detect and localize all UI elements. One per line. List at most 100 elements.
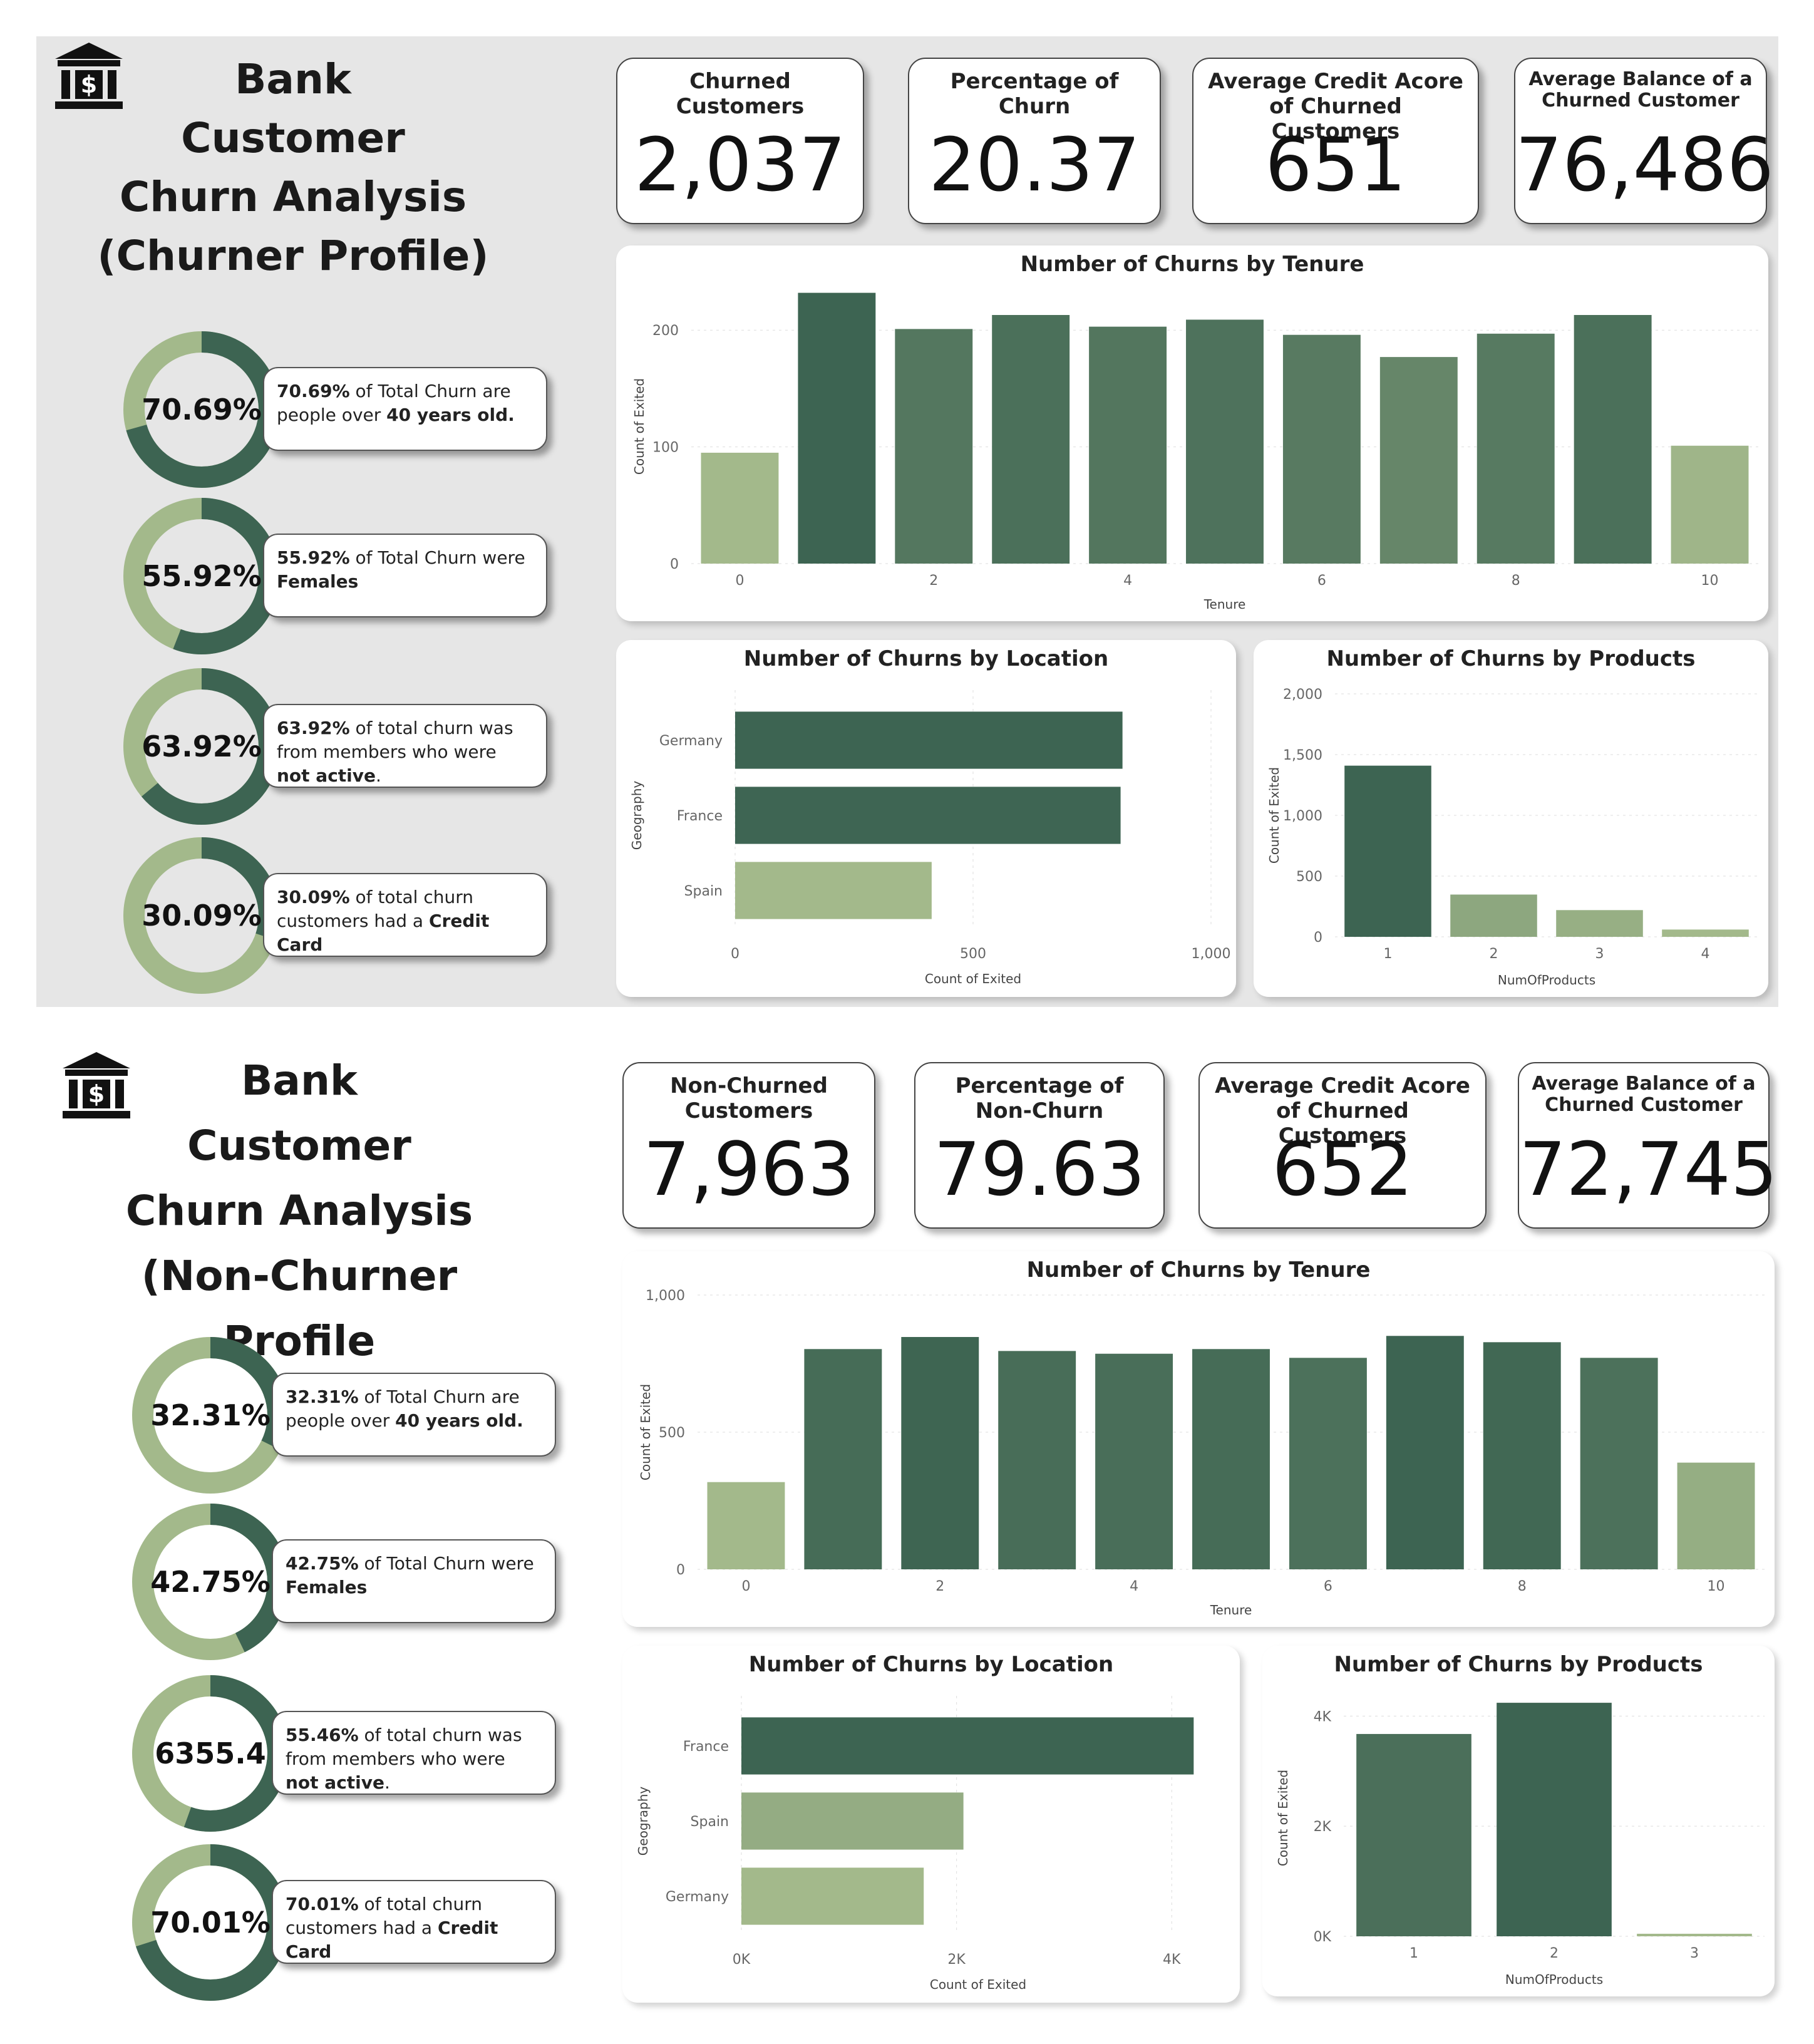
x-axis-label: Tenure [1210, 1603, 1252, 1618]
callout-text: 55.46% [286, 1725, 359, 1745]
title-line: Customer [187, 1122, 411, 1170]
bar[interactable] [741, 1717, 1194, 1775]
bar[interactable] [1089, 326, 1167, 564]
y-tick-label: 2K [1314, 1819, 1332, 1835]
bar[interactable] [1580, 1358, 1658, 1569]
x-tick-label: 1 [1384, 946, 1393, 962]
donut-callout: 55.92% of Total Churn were Females [263, 534, 547, 617]
tenure-chart: 0 100 200 0 2 4 6 8 10 Tenure Count of Exited [632, 292, 1758, 612]
bank-icon: $ [63, 1052, 130, 1118]
chart-title: Number of Churns by Location [743, 646, 1109, 671]
y-tick-label: 1,000 [1283, 808, 1322, 824]
bar[interactable] [707, 1482, 785, 1569]
y-tick-label: 200 [652, 323, 679, 339]
bar[interactable] [1450, 894, 1537, 937]
x-tick-label: 8 [1518, 1579, 1527, 1594]
bar[interactable] [1282, 334, 1361, 564]
y-axis-label: Count of Exited [638, 1384, 653, 1480]
x-tick-label: 0K [733, 1952, 751, 1968]
bar[interactable] [1556, 910, 1643, 937]
bar[interactable] [1386, 1336, 1464, 1569]
bar[interactable] [998, 1351, 1076, 1569]
donut-callout: 30.09% of total churn customers had a Cr… [263, 873, 547, 957]
x-axis-label: NumOfProducts [1505, 1972, 1603, 1987]
bar[interactable] [1476, 333, 1555, 564]
donut-value: 70.01% [150, 1906, 271, 1939]
x-axis-label: Count of Exited [925, 971, 1021, 986]
bar[interactable] [701, 452, 779, 564]
bar[interactable] [1677, 1462, 1755, 1569]
donut-callout: 70.69% of Total Churn are people over 40… [263, 367, 547, 451]
bar[interactable] [1344, 765, 1431, 937]
callout-text: 63.92% [277, 718, 350, 738]
products-chart: 0 500 1,000 1,500 2,000 1 2 3 4 NumOfProducts Coun… [1267, 687, 1758, 988]
bar[interactable] [1662, 929, 1749, 937]
bar[interactable] [992, 315, 1070, 564]
bar[interactable] [798, 292, 876, 564]
bar[interactable] [1497, 1703, 1612, 1936]
kpi-card: Non-Churned Customers 7,963 [622, 1062, 875, 1229]
bar[interactable] [1186, 319, 1264, 564]
callout-text: of Total Churn are people over [277, 381, 511, 425]
y-tick-label: 1,000 [646, 1288, 685, 1304]
kpi-card: Average Balance of a Churned Customer 72,… [1518, 1062, 1778, 1229]
bar[interactable] [1095, 1353, 1173, 1569]
x-tick-label: 2 [1490, 946, 1498, 962]
bar[interactable] [1192, 1349, 1270, 1569]
bar[interactable] [1356, 1733, 1471, 1936]
kpi-card: Average Credit Acore of Churned Customer… [1198, 1062, 1487, 1229]
callout-text: 42.75% [286, 1553, 359, 1574]
bar[interactable] [1637, 1933, 1752, 1936]
kpi-title: Average Balance of a Churned Customer [1532, 1073, 1756, 1116]
x-tick-label: 8 [1512, 573, 1520, 589]
x-tick-label: 3 [1690, 1946, 1699, 1961]
bar[interactable] [735, 711, 1123, 769]
svg-text:$: $ [81, 71, 97, 98]
x-tick-label: 0 [731, 946, 740, 962]
bar[interactable] [1483, 1342, 1561, 1569]
bar[interactable] [804, 1349, 882, 1569]
bar[interactable] [735, 862, 932, 919]
y-tick-label: 2,000 [1283, 687, 1322, 703]
x-tick-label: 6 [1317, 573, 1326, 589]
callout-text: of total churn customers had a [277, 887, 473, 931]
x-axis-label: Tenure [1203, 597, 1246, 612]
callout-text: 70.01% [286, 1894, 359, 1914]
kpi-card: Percentage of Churn 20.37 [908, 58, 1161, 224]
callout-text: Females [286, 1577, 368, 1598]
kpi-value: 76,486 [1515, 121, 1774, 208]
bar[interactable] [735, 787, 1121, 844]
y-tick-label: 4K [1314, 1709, 1332, 1725]
title-line: Bank [235, 55, 351, 103]
donut-value: 32.31% [150, 1398, 271, 1432]
bar[interactable] [1574, 315, 1652, 564]
donut-value: 30.09% [142, 899, 262, 932]
kpi-title: Non-Churned Customers [670, 1073, 828, 1123]
kpi-card: Average Credit Acore of Churned Customer… [1192, 58, 1479, 224]
bar[interactable] [741, 1867, 924, 1925]
y-tick-label: 1,500 [1283, 748, 1322, 763]
donut-value: 70.69% [142, 393, 262, 426]
bar[interactable] [741, 1792, 964, 1850]
title-line: (Non-Churner Profile [141, 1252, 458, 1365]
y-axis-label: Count of Exited [1275, 1770, 1291, 1866]
bank-icon: $ [55, 43, 123, 109]
donut-callout: 70.01% of total churn customers had a Cr… [272, 1880, 556, 1964]
y-tick-label: 500 [659, 1425, 685, 1441]
bar[interactable] [895, 329, 973, 564]
bar[interactable] [1289, 1358, 1367, 1569]
x-axis-label: Count of Exited [930, 1977, 1026, 1992]
donut-value: 6355.4 [155, 1737, 266, 1770]
y-axis-label: Geography [629, 781, 644, 850]
bar[interactable] [1671, 445, 1749, 564]
kpi-title: Average Credit Acore of Churned Customer… [1208, 69, 1463, 144]
y-tick-label: Spain [684, 884, 723, 899]
y-tick-label: 0 [676, 1562, 685, 1578]
callout-text: 30.09% [277, 887, 350, 907]
callout-text: . [376, 765, 381, 786]
x-tick-label: 10 [1708, 1579, 1725, 1594]
callout-text: 40 years old. [395, 1410, 523, 1431]
bar[interactable] [901, 1337, 979, 1569]
bar[interactable] [1379, 357, 1458, 564]
donut-callout: 32.31% of Total Churn are people over 40… [272, 1373, 556, 1457]
